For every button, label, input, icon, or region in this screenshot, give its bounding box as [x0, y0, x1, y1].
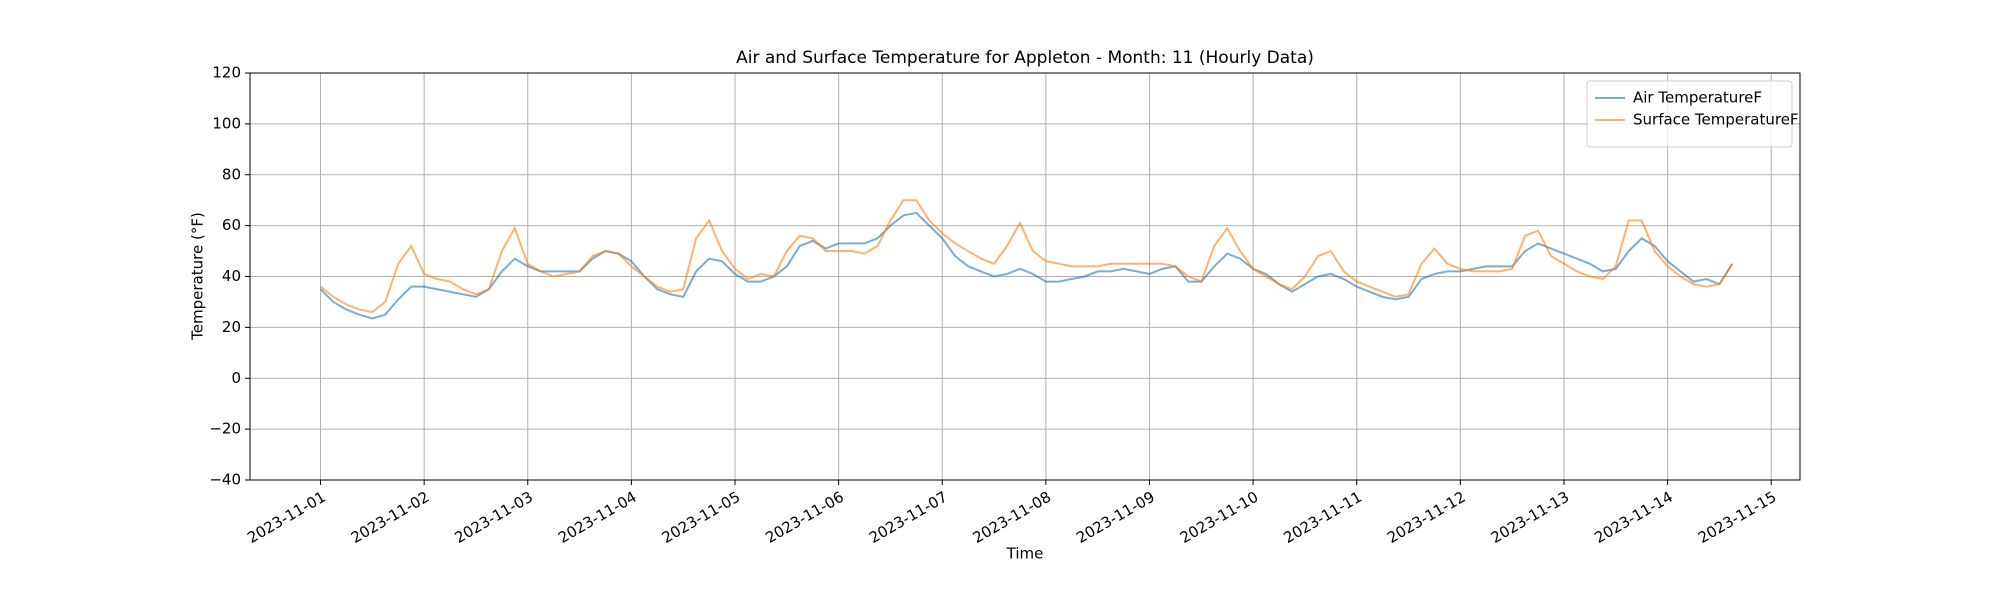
y-tick-label: 120 — [212, 64, 241, 82]
y-tick-label: −20 — [209, 420, 241, 438]
x-axis-label: Time — [1006, 545, 1044, 563]
legend: Air TemperatureF Surface TemperatureF — [1586, 80, 1799, 148]
plot-frame — [249, 72, 1801, 481]
chart-title: Air and Surface Temperature for Appleton… — [736, 48, 1314, 68]
data-line — [319, 211, 1734, 320]
y-axis-label: Temperature (°F) — [189, 212, 207, 341]
legend-label: Surface TemperatureF — [1633, 111, 1799, 129]
y-tick-label: −40 — [209, 471, 241, 489]
legend-box — [1586, 80, 1793, 148]
y-tick-label: 20 — [222, 318, 241, 336]
y-tick-label: 0 — [231, 369, 241, 387]
y-tick-label: 60 — [222, 216, 241, 234]
legend-label: Air TemperatureF — [1633, 89, 1762, 107]
data-line — [319, 199, 1734, 314]
y-tick-label: 100 — [212, 114, 241, 132]
y-tick-label: 40 — [222, 267, 241, 285]
y-tick-label: 80 — [222, 165, 241, 183]
